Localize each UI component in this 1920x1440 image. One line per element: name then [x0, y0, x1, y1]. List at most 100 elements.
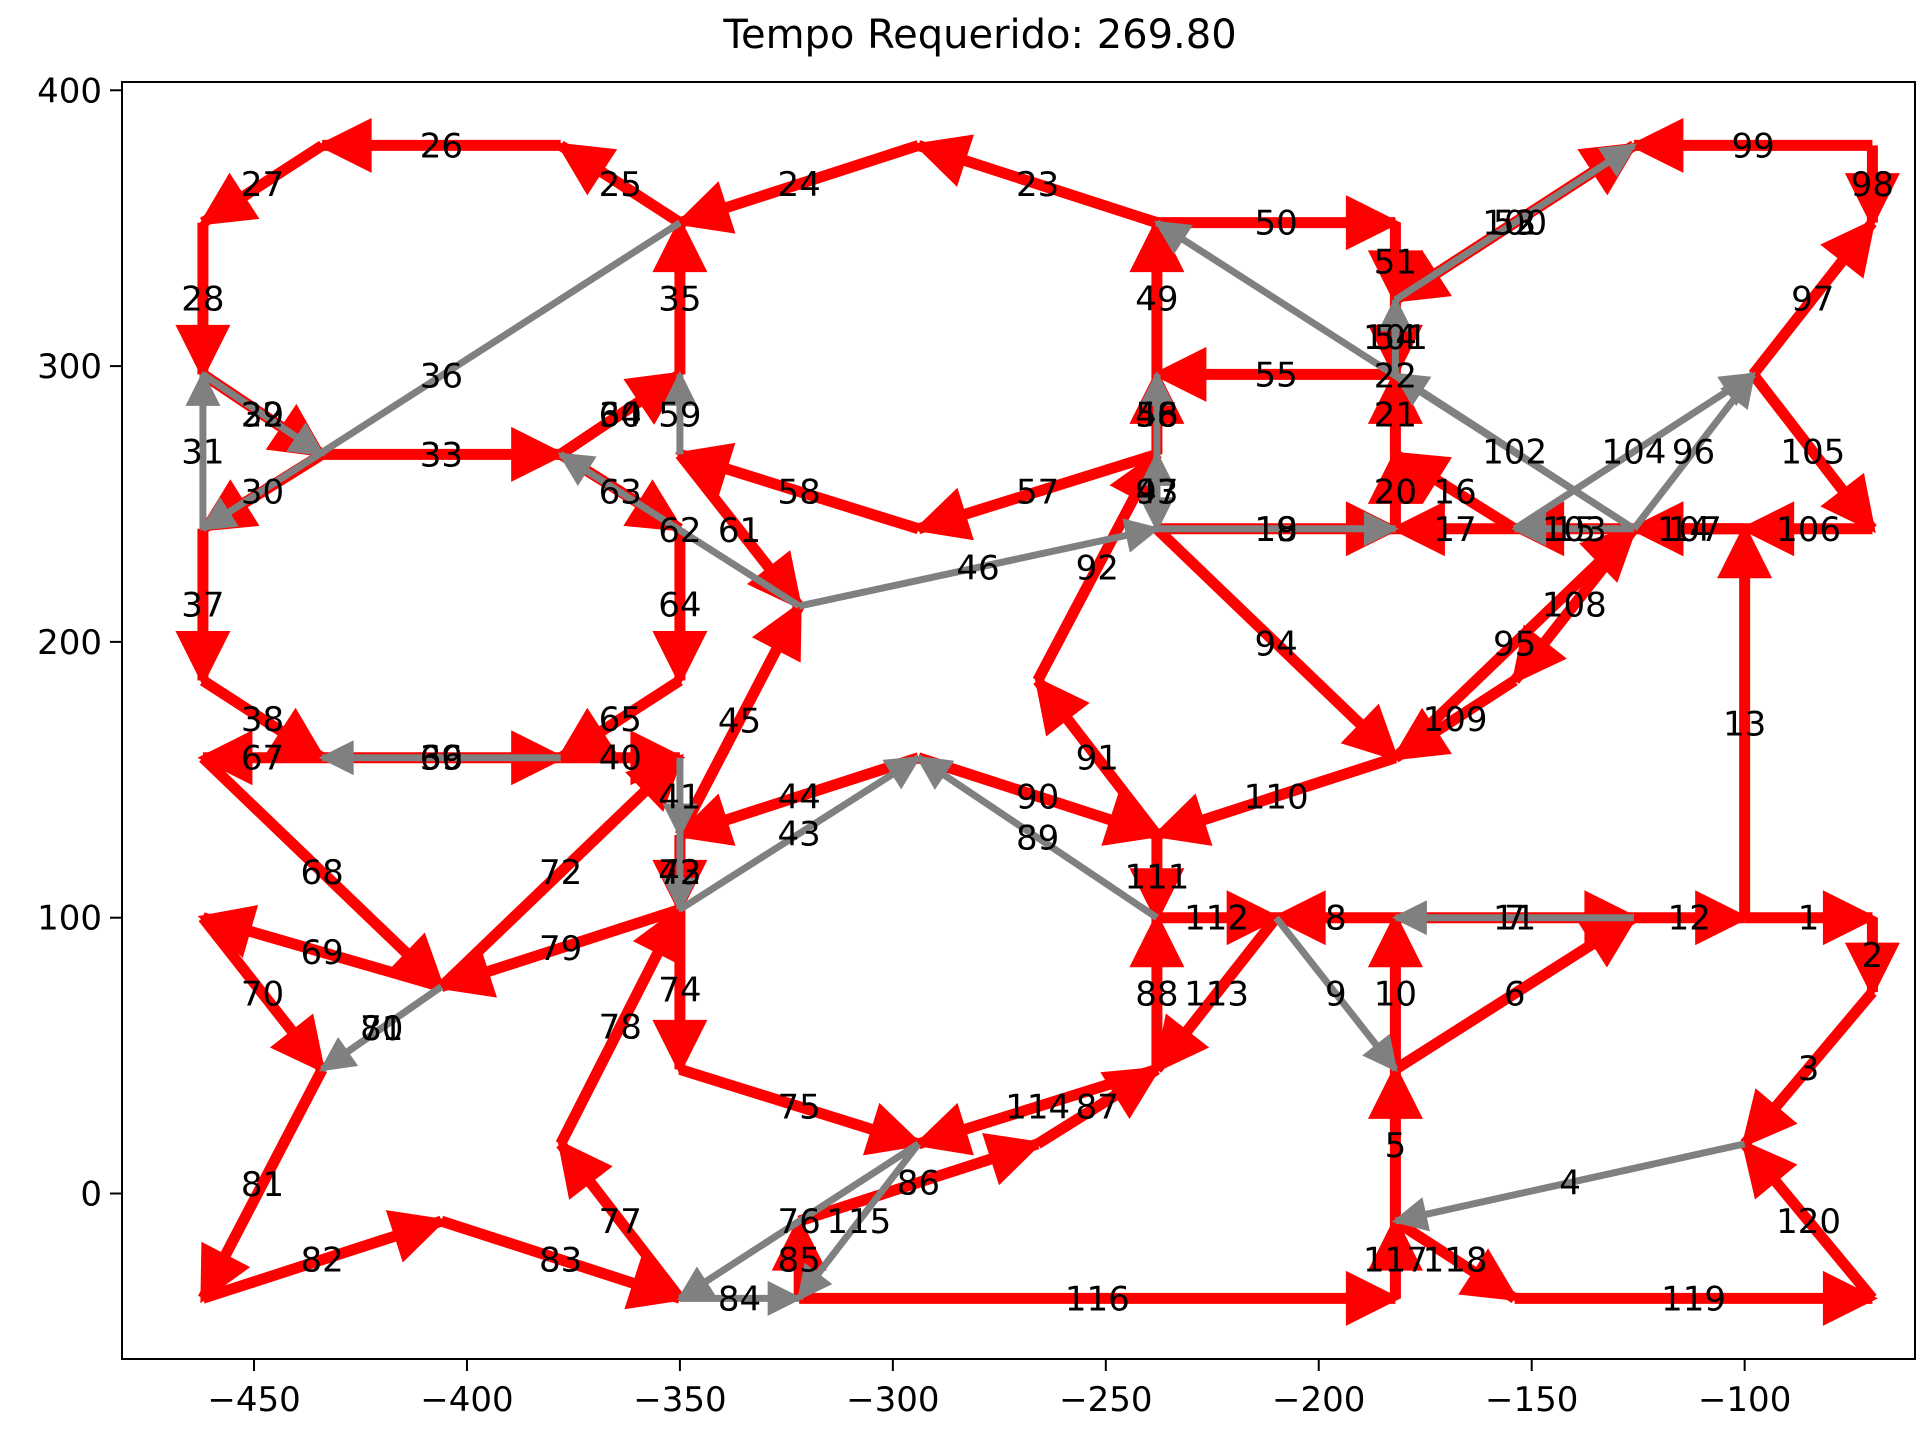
edge-label-51: 51 [1374, 242, 1417, 282]
edge-label-70: 70 [241, 975, 284, 1015]
edge-label-5: 5 [1385, 1126, 1407, 1166]
figure-title: Tempo Requerido: 269.80 [722, 12, 1236, 58]
edge-label-22: 22 [1374, 357, 1417, 397]
edge-label-39: 39 [420, 739, 463, 779]
edge-label-38: 38 [241, 700, 284, 740]
edge-label-31: 31 [181, 433, 224, 473]
edge-label-103: 103 [1542, 510, 1607, 550]
edge-label-24: 24 [778, 165, 821, 205]
y-tick-label: 300 [37, 347, 102, 387]
y-axis: 0 100 200 300 400 [37, 71, 122, 1215]
edge-44 [674, 752, 921, 846]
edge-label-83: 83 [539, 1241, 582, 1281]
edge-label-26: 26 [420, 126, 463, 166]
edge-65 [556, 675, 683, 763]
edge-label-91: 91 [1076, 739, 1119, 779]
x-tick-label: −200 [1272, 1380, 1365, 1420]
edge-label-93: 93 [1135, 473, 1178, 513]
edge-label-64: 64 [658, 586, 701, 626]
edge-label-87: 87 [1076, 1088, 1119, 1128]
edge-91 [1033, 676, 1162, 839]
edge-label-69: 69 [301, 933, 344, 973]
edge-label-116: 116 [1065, 1279, 1130, 1319]
edge-label-14: 14 [1668, 510, 1711, 550]
edge-label-66: 66 [420, 739, 463, 779]
edge-label-17: 17 [1433, 510, 1476, 550]
edge-label-40: 40 [599, 739, 642, 779]
edge-label-10: 10 [1374, 975, 1417, 1015]
edge-label-108: 108 [1542, 586, 1607, 626]
edge-label-94: 94 [1255, 624, 1298, 664]
edge-label-111: 111 [1124, 857, 1189, 897]
edge-label-89: 89 [1016, 819, 1059, 859]
edge-label-95: 95 [1493, 624, 1536, 664]
edge-label-56: 56 [1135, 395, 1178, 435]
edge-label-18: 18 [1255, 510, 1298, 550]
edge-label-25: 25 [599, 165, 642, 205]
edge-label-4: 4 [1559, 1163, 1581, 1203]
edge-label-20: 20 [1374, 473, 1417, 513]
edge-102 [1392, 371, 1636, 532]
edge-label-48: 48 [1135, 395, 1178, 435]
edge-label-9: 9 [1325, 975, 1347, 1015]
edge-label-33: 33 [420, 435, 463, 475]
edge-label-32: 32 [241, 395, 284, 435]
edge-label-1: 1 [1798, 899, 1820, 939]
edge-label-49: 49 [1135, 280, 1178, 320]
edge-label-81: 81 [241, 1165, 284, 1205]
edge-label-88: 88 [1135, 975, 1178, 1015]
edge-label-71: 71 [360, 1009, 403, 1049]
edge-45 [675, 601, 805, 838]
edge-label-65: 65 [599, 700, 642, 740]
edge-87 [1034, 1064, 1162, 1149]
edge-label-98: 98 [1851, 165, 1894, 205]
edge-36 [199, 219, 682, 532]
edge-105 [1748, 370, 1877, 534]
edge-label-82: 82 [301, 1241, 344, 1281]
edge-label-60: 60 [599, 395, 642, 435]
edge-label-37: 37 [181, 586, 224, 626]
edge-label-27: 27 [241, 165, 284, 205]
edge-89 [915, 754, 1159, 921]
edge-label-106: 106 [1776, 510, 1841, 550]
edge-32 [200, 371, 326, 458]
edge-label-119: 119 [1661, 1279, 1726, 1319]
edge-label-115: 115 [826, 1202, 891, 1242]
edge-79 [436, 904, 682, 998]
edge-label-110: 110 [1244, 777, 1309, 817]
edge-label-80: 80 [360, 1009, 403, 1049]
edge-115 [796, 1141, 922, 1302]
x-tick-label: −150 [1485, 1380, 1578, 1420]
edge-label-34: 34 [599, 395, 642, 435]
edge-label-42: 42 [658, 853, 701, 893]
edge-label-76: 76 [778, 1202, 821, 1242]
edge-27 [198, 140, 326, 228]
y-tick-label: 400 [37, 71, 102, 111]
edge-90 [916, 752, 1163, 846]
edge-97 [1748, 218, 1877, 378]
edge-label-118: 118 [1423, 1241, 1488, 1281]
edge-label-61: 61 [718, 511, 761, 551]
edge-75 [678, 1064, 924, 1156]
edges-layer [175, 117, 1900, 1326]
edge-label-52: 52 [1493, 204, 1536, 244]
edge-label-79: 79 [539, 929, 582, 969]
edge-label-59: 59 [658, 395, 701, 435]
edge-label-77: 77 [599, 1202, 642, 1242]
edge-9 [1273, 915, 1399, 1073]
edge-80 [319, 983, 444, 1073]
plot-frame [121, 81, 1916, 1360]
edge-label-36: 36 [420, 357, 463, 397]
edge-label-3: 3 [1798, 1049, 1820, 1089]
edge-label-47: 47 [1135, 473, 1178, 513]
edge-label-117: 117 [1363, 1241, 1428, 1281]
edge-label-99: 99 [1732, 126, 1775, 166]
edge-label-19: 19 [1255, 510, 1298, 550]
edge-label-85: 85 [778, 1241, 821, 1281]
edge-label-92: 92 [1076, 548, 1119, 588]
edge-label-113: 113 [1184, 975, 1249, 1015]
edge-label-120: 120 [1776, 1202, 1841, 1242]
edge-68 [199, 753, 446, 991]
edge-114 [913, 1064, 1159, 1156]
